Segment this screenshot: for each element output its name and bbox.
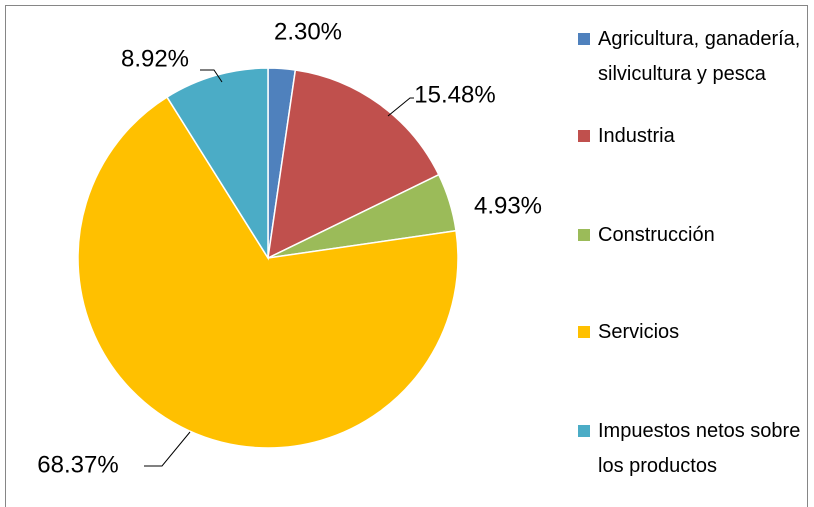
legend: Agricultura, ganadería, silvicultura y p… — [578, 0, 803, 507]
legend-label: Construcción — [598, 224, 715, 246]
legend-swatch — [578, 229, 590, 241]
legend-label: Industria — [598, 125, 675, 147]
legend-label: Agricultura, ganadería, silvicultura y p… — [598, 28, 801, 85]
legend-swatch — [578, 33, 590, 45]
chart-frame — [5, 5, 808, 507]
legend-swatch — [578, 130, 590, 142]
pie-slice — [165, 67, 269, 261]
data-label: 4.93% — [474, 192, 542, 219]
leader-line — [200, 69, 223, 83]
data-label: 8.92% — [121, 45, 189, 72]
pie-slice — [267, 69, 440, 260]
data-label: 68.37% — [37, 451, 118, 478]
legend-label: Servicios — [598, 321, 680, 343]
pie-slice — [77, 96, 459, 449]
legend-swatch — [578, 425, 590, 437]
legend-label: Impuestos netos sobre los productos — [598, 420, 801, 477]
legend-swatch — [578, 326, 590, 338]
data-label: 2.30% — [274, 18, 342, 45]
data-label: 15.48% — [414, 81, 495, 108]
leader-line — [144, 431, 191, 467]
leader-line — [387, 97, 414, 117]
